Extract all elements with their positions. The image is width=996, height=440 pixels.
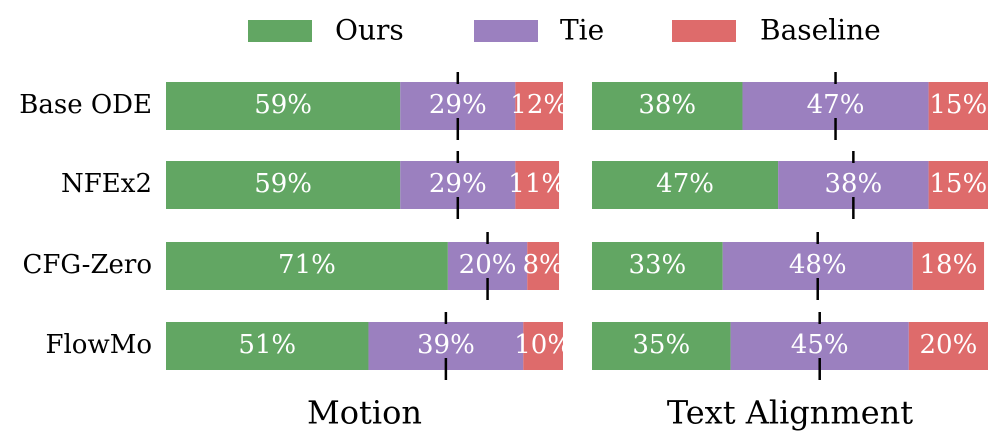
category-label: Base ODE [19, 90, 152, 120]
value-label: 15% [929, 90, 987, 120]
legend-label: Ours [335, 14, 404, 47]
value-label: 47% [656, 169, 714, 199]
bar-segment [928, 161, 988, 209]
bar-segment [592, 82, 743, 130]
bar-segment [928, 82, 988, 130]
bar-segment [166, 82, 401, 130]
value-label: 38% [638, 90, 696, 120]
legend-swatch [248, 20, 312, 42]
value-label: 48% [789, 250, 847, 280]
value-label: 71% [278, 250, 336, 280]
value-label: 59% [254, 169, 312, 199]
legend-swatch [474, 20, 538, 42]
bar-segment [166, 322, 369, 370]
legend-label: Tie [560, 14, 604, 47]
category-label: NFEx2 [61, 169, 152, 199]
value-label: 59% [254, 90, 312, 120]
bar-segment [166, 242, 448, 290]
panel-title: Motion [307, 394, 422, 432]
value-label: 29% [429, 90, 487, 120]
bar-segment [527, 242, 560, 290]
bar-segment [908, 322, 988, 370]
bar-segment [523, 322, 563, 370]
bar-segment [592, 161, 779, 209]
category-label: CFG-Zero [22, 250, 152, 280]
value-label: 18% [920, 250, 978, 280]
value-label: 15% [929, 169, 987, 199]
bar-segment [166, 161, 401, 209]
value-label: 12% [510, 90, 568, 120]
value-label: 33% [628, 250, 686, 280]
category-label: FlowMo [45, 330, 152, 360]
value-label: 39% [417, 330, 475, 360]
value-label: 47% [807, 90, 865, 120]
value-label: 8% [523, 250, 564, 280]
legend-label: Baseline [760, 14, 881, 47]
bar-segment [515, 161, 560, 209]
bar-segment [912, 242, 985, 290]
legend-swatch [672, 20, 736, 42]
value-label: 10% [514, 330, 572, 360]
value-label: 11% [508, 169, 566, 199]
panel-title: Text Alignment [667, 394, 913, 432]
value-label: 20% [920, 330, 978, 360]
bar-segment [592, 242, 723, 290]
value-label: 29% [429, 169, 487, 199]
value-label: 51% [238, 330, 296, 360]
bar-segment [515, 82, 563, 130]
value-label: 38% [824, 169, 882, 199]
value-label: 35% [632, 330, 690, 360]
value-label: 20% [459, 250, 517, 280]
bar-segment [592, 322, 731, 370]
value-label: 45% [791, 330, 849, 360]
